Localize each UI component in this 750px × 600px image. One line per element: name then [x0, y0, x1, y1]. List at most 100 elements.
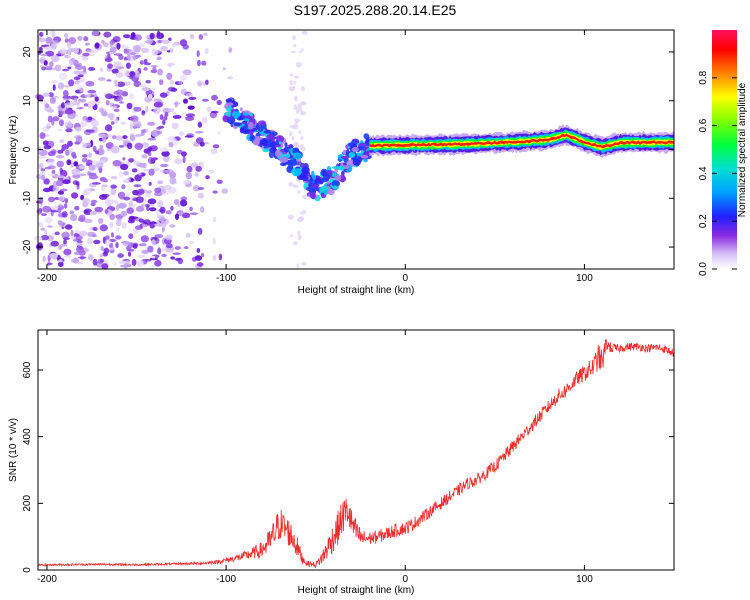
noise-blob — [57, 207, 62, 214]
noise-blob — [193, 185, 200, 192]
noise-blob — [42, 140, 49, 146]
noise-blob — [188, 96, 197, 100]
noise-blob — [178, 212, 184, 215]
noise-blob — [63, 90, 69, 97]
noise-blob — [47, 225, 53, 228]
noise-blob — [198, 34, 204, 40]
y-tick-label: -10 — [22, 191, 33, 206]
noise-blob — [49, 252, 58, 259]
spectrogram-carrier-layer — [369, 124, 674, 158]
noise-blob — [156, 130, 163, 135]
noise-blob — [159, 147, 169, 153]
noise-blob — [85, 80, 95, 87]
noise-blob — [103, 247, 110, 255]
noise-blob — [181, 151, 187, 157]
noise-blob — [120, 163, 129, 171]
noise-blob — [100, 246, 104, 251]
trace-blob — [268, 143, 274, 148]
noise-blob — [134, 134, 142, 137]
noise-blob — [87, 116, 93, 121]
noise-blob — [36, 200, 43, 204]
trace-blob — [226, 111, 231, 117]
noise-blob — [184, 246, 189, 250]
noise-blob — [107, 63, 113, 69]
noise-blob — [73, 70, 82, 75]
noise-blob — [65, 128, 73, 133]
noise-blob — [156, 32, 165, 40]
noise-blob — [92, 182, 101, 185]
noise-blob — [80, 194, 85, 201]
noise-blob — [73, 76, 81, 81]
noise-blob — [112, 135, 117, 140]
noise-blob — [61, 68, 70, 72]
noise-blob — [98, 159, 105, 164]
noise-blob — [117, 95, 123, 102]
noise-blob — [287, 214, 295, 220]
noise-blob — [115, 235, 122, 240]
snr-series-line — [37, 339, 675, 569]
noise-blob — [183, 179, 191, 185]
noise-blob — [107, 113, 115, 119]
noise-blob — [81, 154, 88, 158]
noise-blob — [153, 101, 163, 108]
noise-blob — [44, 66, 53, 71]
noise-blob — [41, 66, 46, 71]
trace-blob — [326, 180, 330, 185]
trace-blob — [332, 166, 340, 169]
noise-blob — [63, 203, 68, 209]
noise-blob — [130, 216, 139, 219]
trace-blob — [320, 192, 325, 196]
noise-blob — [51, 79, 58, 84]
noise-blob — [133, 160, 140, 165]
noise-blob — [80, 119, 89, 127]
trace-blob — [275, 140, 279, 146]
noise-blob — [123, 241, 129, 247]
colorbar-tick-label: 0.4 — [698, 166, 709, 180]
noise-blob — [113, 61, 122, 68]
x-tick-label: -100 — [216, 574, 236, 585]
noise-blob — [149, 207, 157, 212]
colorbar-ticks: 0.0 0.2 0.4 0.6 0.8 — [698, 70, 737, 276]
noise-blob — [197, 121, 203, 128]
noise-blob — [154, 260, 162, 267]
noise-blob — [39, 31, 44, 37]
trace-blob — [284, 142, 288, 148]
noise-blob — [182, 69, 192, 76]
trace-blob — [335, 181, 339, 185]
noise-blob — [79, 256, 85, 260]
noise-blob — [99, 224, 108, 232]
noise-blob — [70, 214, 78, 222]
noise-blob — [189, 240, 195, 244]
noise-blob — [196, 80, 204, 87]
noise-blob — [211, 94, 218, 101]
noise-blob — [169, 177, 177, 185]
noise-blob — [99, 194, 108, 200]
noise-blob — [72, 47, 80, 54]
noise-blob — [135, 54, 142, 58]
noise-blob — [71, 192, 79, 199]
noise-blob — [212, 255, 217, 261]
noise-blob — [146, 37, 153, 45]
noise-blob — [58, 190, 64, 195]
noise-blob — [134, 123, 142, 128]
trace-blob — [239, 107, 243, 112]
noise-blob — [122, 135, 128, 139]
noise-blob — [197, 227, 203, 235]
noise-blob — [148, 181, 152, 186]
noise-blob — [302, 210, 307, 213]
noise-blob — [77, 35, 83, 41]
noise-blob — [293, 241, 298, 246]
trace-blob — [334, 175, 342, 181]
noise-blob — [112, 160, 122, 167]
noise-blob — [298, 130, 302, 135]
noise-blob — [143, 62, 151, 66]
noise-blob — [83, 103, 89, 107]
noise-blob — [168, 63, 172, 68]
noise-blob — [161, 253, 167, 258]
noise-blob — [295, 61, 302, 68]
noise-blob — [38, 162, 44, 170]
y-tick-label: 10 — [22, 95, 33, 107]
noise-blob — [73, 161, 79, 167]
noise-blob — [197, 187, 205, 190]
noise-blob — [162, 189, 166, 194]
